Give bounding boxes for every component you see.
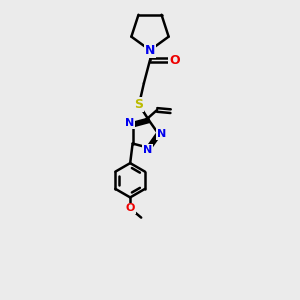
Text: O: O — [169, 53, 180, 67]
Text: O: O — [125, 203, 135, 213]
Text: N: N — [143, 145, 152, 155]
Text: N: N — [125, 118, 134, 128]
Text: N: N — [157, 129, 166, 139]
Text: S: S — [134, 98, 143, 111]
Text: N: N — [145, 44, 155, 57]
